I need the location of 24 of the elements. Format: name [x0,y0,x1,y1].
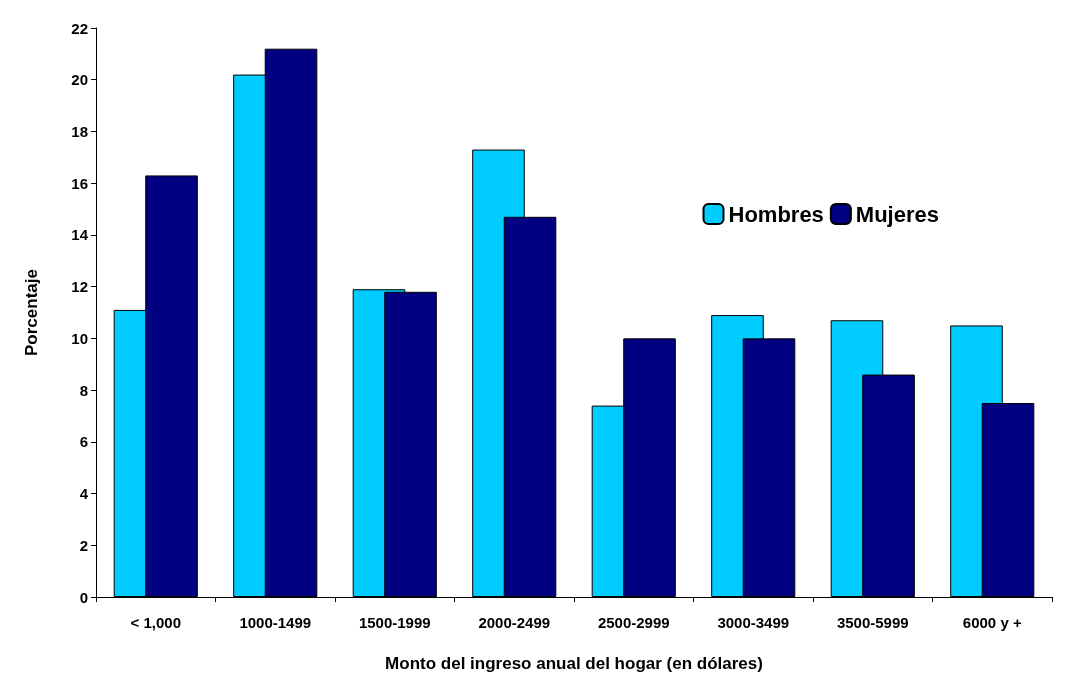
y-tick-label: 18 [71,122,88,140]
x-axis-title: Monto del ingreso anual del hogar (en dólares) [385,654,763,673]
y-tick-label: 16 [71,174,88,192]
y-tick-label: 22 [71,19,88,37]
y-tick-label: 14 [71,226,89,244]
y-tick-label: 12 [71,278,88,296]
x-tick-label: 1000-1499 [239,614,312,631]
y-axis-title: Porcentaje [22,269,41,356]
x-tick-label: 6000 y + [962,614,1022,631]
x-tick-label: 3000-3499 [717,614,790,631]
y-tick-label: 4 [79,485,89,503]
y-tick-label: 6 [79,433,88,451]
y-tick-label: 10 [71,329,88,347]
y-tick-label: 20 [71,71,88,89]
x-tick-label: 3500-5999 [836,614,909,631]
x-tick-label: 2000-2499 [478,614,551,631]
legend-label: Hombres [728,201,824,227]
y-tick-label: 2 [79,536,88,554]
x-tick-label: 1500-1999 [358,614,431,631]
legend-label: Mujeres [855,201,940,227]
y-tick-label: 0 [79,588,88,606]
y-tick-label: 8 [79,381,88,399]
x-tick-label: < 1,000 [130,614,181,631]
x-tick-label: 2500-2999 [597,614,670,631]
